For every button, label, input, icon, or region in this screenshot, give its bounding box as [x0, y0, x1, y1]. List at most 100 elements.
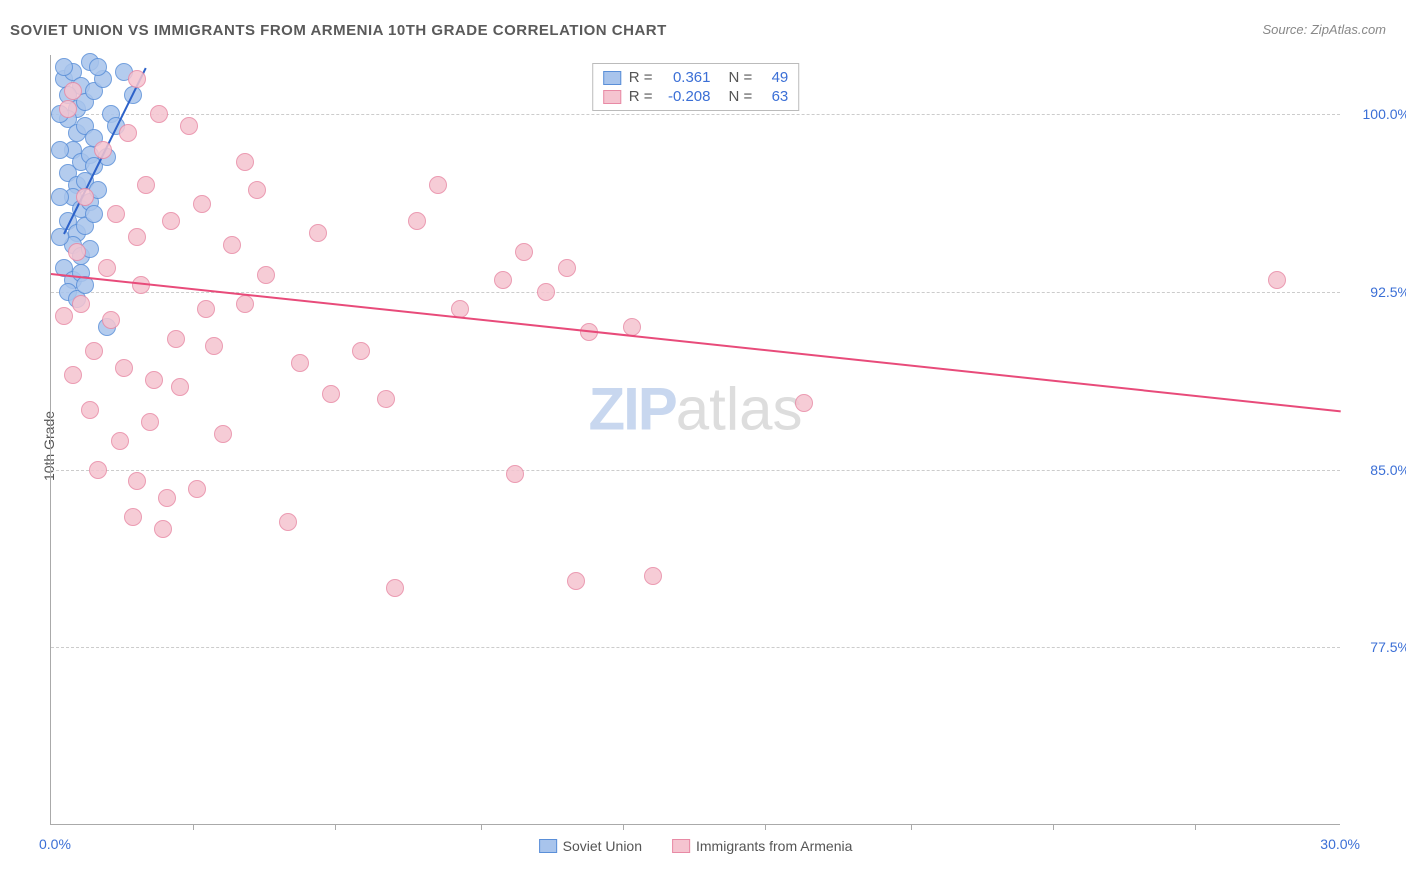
data-point — [494, 271, 512, 289]
data-point — [64, 82, 82, 100]
data-point — [85, 205, 103, 223]
data-point — [291, 354, 309, 372]
source-attribution: Source: ZipAtlas.com — [1262, 22, 1386, 37]
data-point — [107, 205, 125, 223]
data-point — [506, 465, 524, 483]
data-point — [644, 567, 662, 585]
data-point — [377, 390, 395, 408]
legend-swatch — [539, 839, 557, 853]
data-point — [89, 58, 107, 76]
data-point — [137, 176, 155, 194]
data-point — [85, 342, 103, 360]
data-point — [102, 311, 120, 329]
r-label: R = — [629, 88, 653, 105]
data-point — [558, 259, 576, 277]
data-point — [451, 300, 469, 318]
data-point — [72, 295, 90, 313]
legend-swatch — [603, 90, 621, 104]
data-point — [128, 228, 146, 246]
data-point — [352, 342, 370, 360]
y-tick-label: 92.5% — [1350, 284, 1406, 300]
data-point — [55, 58, 73, 76]
data-point — [279, 513, 297, 531]
data-point — [429, 176, 447, 194]
data-point — [408, 212, 426, 230]
data-point — [193, 195, 211, 213]
stats-legend: R = 0.361 N = 49 R = -0.208 N = 63 — [592, 63, 800, 111]
stats-row: R = 0.361 N = 49 — [603, 68, 789, 87]
x-tick — [193, 824, 194, 830]
x-tick — [1053, 824, 1054, 830]
n-value: 63 — [760, 88, 788, 105]
x-axis-min-label: 0.0% — [39, 836, 71, 852]
y-tick-label: 77.5% — [1350, 639, 1406, 655]
data-point — [124, 508, 142, 526]
r-value: -0.208 — [661, 88, 711, 105]
legend-label: Soviet Union — [563, 838, 642, 854]
data-point — [197, 300, 215, 318]
y-tick-label: 85.0% — [1350, 462, 1406, 478]
legend-item: Soviet Union — [539, 838, 642, 854]
data-point — [162, 212, 180, 230]
y-tick-label: 100.0% — [1350, 106, 1406, 122]
data-point — [309, 224, 327, 242]
data-point — [214, 425, 232, 443]
data-point — [111, 432, 129, 450]
data-point — [68, 243, 86, 261]
bottom-legend: Soviet Union Immigrants from Armenia — [539, 838, 853, 854]
data-point — [51, 188, 69, 206]
data-point — [115, 359, 133, 377]
stats-row: R = -0.208 N = 63 — [603, 87, 789, 106]
trend-line — [51, 273, 1341, 412]
n-label: N = — [729, 88, 753, 105]
watermark-atlas: atlas — [676, 375, 803, 442]
watermark: ZIPatlas — [588, 374, 802, 443]
plot-area: ZIPatlas R =0.361N =49R =-0.208N =63 0.0… — [50, 55, 1340, 825]
data-point — [386, 579, 404, 597]
x-tick — [335, 824, 336, 830]
data-point — [223, 236, 241, 254]
data-point — [55, 307, 73, 325]
n-label: N = — [729, 69, 753, 86]
data-point — [322, 385, 340, 403]
data-point — [167, 330, 185, 348]
data-point — [257, 266, 275, 284]
gridline-h — [51, 470, 1340, 471]
legend-swatch — [672, 839, 690, 853]
data-point — [64, 366, 82, 384]
n-value: 49 — [760, 69, 788, 86]
data-point — [150, 105, 168, 123]
legend-swatch — [603, 71, 621, 85]
data-point — [158, 489, 176, 507]
legend-label: Immigrants from Armenia — [696, 838, 852, 854]
chart-title: SOVIET UNION VS IMMIGRANTS FROM ARMENIA … — [10, 22, 667, 39]
data-point — [141, 413, 159, 431]
data-point — [51, 141, 69, 159]
data-point — [537, 283, 555, 301]
data-point — [795, 394, 813, 412]
data-point — [154, 520, 172, 538]
data-point — [236, 153, 254, 171]
data-point — [81, 401, 99, 419]
data-point — [128, 70, 146, 88]
data-point — [59, 100, 77, 118]
data-point — [515, 243, 533, 261]
gridline-h — [51, 647, 1340, 648]
r-label: R = — [629, 69, 653, 86]
data-point — [567, 572, 585, 590]
data-point — [94, 141, 112, 159]
data-point — [236, 295, 254, 313]
data-point — [145, 371, 163, 389]
gridline-h — [51, 114, 1340, 115]
data-point — [98, 259, 116, 277]
x-tick — [765, 824, 766, 830]
data-point — [180, 117, 198, 135]
data-point — [248, 181, 266, 199]
x-tick — [911, 824, 912, 830]
data-point — [205, 337, 223, 355]
data-point — [89, 461, 107, 479]
data-point — [119, 124, 137, 142]
watermark-zip: ZIP — [588, 375, 675, 442]
x-axis-max-label: 30.0% — [1320, 836, 1360, 852]
r-value: 0.361 — [661, 69, 711, 86]
